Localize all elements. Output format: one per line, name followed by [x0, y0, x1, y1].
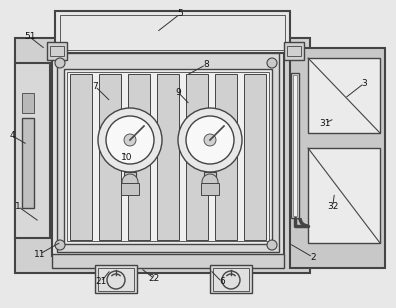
Bar	[201, 183, 219, 195]
Circle shape	[202, 174, 218, 190]
Circle shape	[98, 108, 162, 172]
Text: 32: 32	[327, 202, 338, 211]
Bar	[70, 74, 92, 240]
Circle shape	[55, 58, 65, 68]
Bar	[308, 148, 380, 243]
Bar	[15, 38, 310, 273]
Bar	[15, 63, 50, 238]
Bar	[215, 74, 237, 240]
Text: 11: 11	[34, 249, 46, 259]
Text: 3: 3	[362, 79, 367, 88]
Bar	[121, 183, 139, 195]
Circle shape	[267, 58, 277, 68]
Bar	[67, 72, 269, 241]
Text: 6: 6	[219, 277, 225, 286]
Circle shape	[124, 134, 136, 146]
Bar	[22, 93, 34, 113]
Bar	[22, 118, 34, 208]
Bar	[99, 74, 121, 240]
Circle shape	[55, 240, 65, 250]
Bar	[290, 48, 385, 268]
Circle shape	[204, 134, 216, 146]
Circle shape	[122, 174, 138, 190]
Bar	[47, 42, 67, 60]
Bar	[291, 73, 299, 218]
Bar	[64, 69, 272, 244]
Bar	[204, 172, 216, 192]
Bar	[213, 268, 249, 291]
Bar	[124, 172, 136, 192]
Bar	[55, 11, 290, 53]
Circle shape	[267, 240, 277, 250]
Bar	[52, 254, 284, 268]
Text: 51: 51	[24, 32, 36, 42]
Circle shape	[186, 116, 234, 164]
Text: 4: 4	[9, 131, 15, 140]
Text: 22: 22	[149, 274, 160, 283]
Bar	[50, 46, 64, 56]
Text: 8: 8	[203, 60, 209, 69]
Bar	[95, 265, 137, 293]
Circle shape	[106, 116, 154, 164]
Bar	[57, 53, 279, 252]
Text: 2: 2	[310, 253, 316, 262]
Bar	[186, 74, 208, 240]
Text: 5: 5	[177, 9, 183, 18]
Bar	[308, 58, 380, 133]
Bar	[210, 265, 252, 293]
Bar	[98, 268, 134, 291]
Text: 9: 9	[175, 88, 181, 97]
Text: 10: 10	[121, 152, 133, 162]
Text: 7: 7	[92, 82, 98, 91]
Bar	[128, 74, 150, 240]
Bar	[293, 75, 297, 216]
Bar	[244, 74, 266, 240]
Bar	[287, 46, 301, 56]
Circle shape	[178, 108, 242, 172]
Text: 1: 1	[15, 202, 21, 211]
Bar	[60, 15, 285, 50]
Bar	[284, 42, 304, 60]
Bar	[52, 48, 284, 256]
Bar	[157, 74, 179, 240]
Text: 31: 31	[319, 119, 331, 128]
Text: 21: 21	[95, 277, 107, 286]
